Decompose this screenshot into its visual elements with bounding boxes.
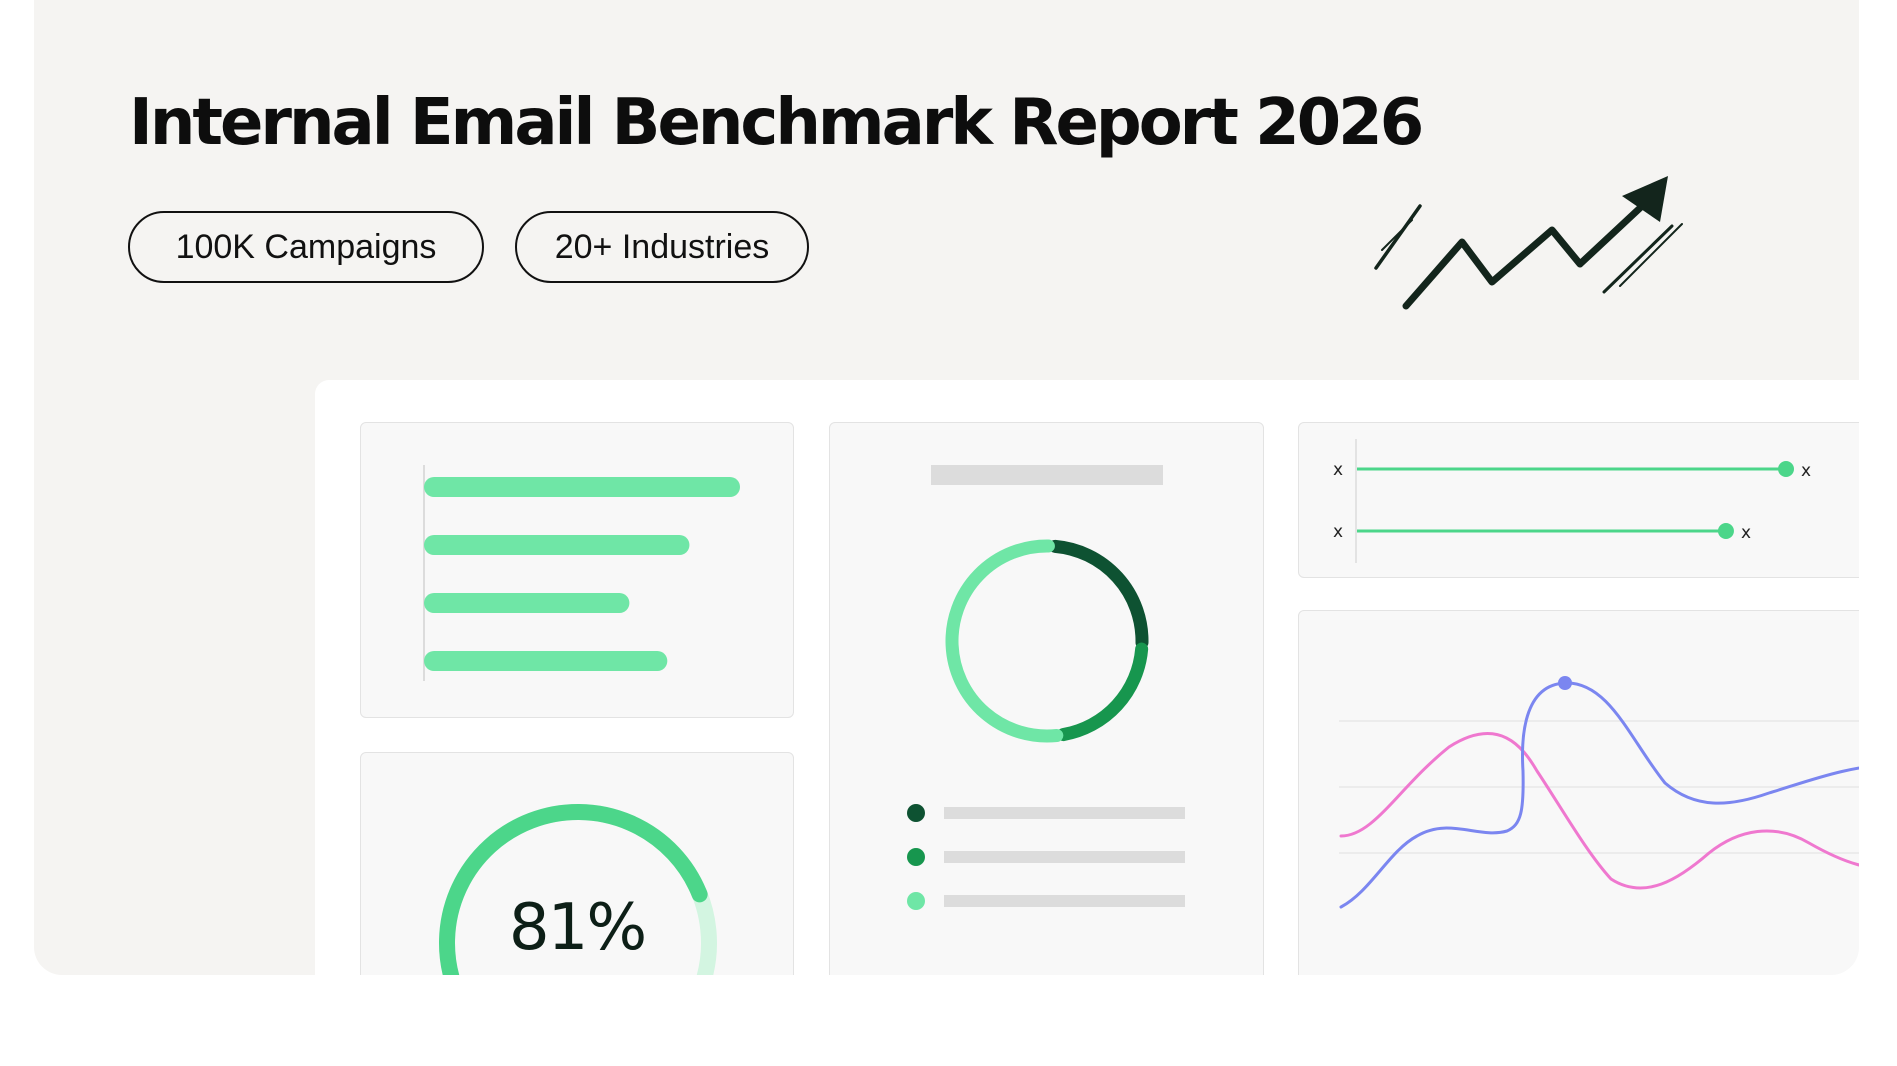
donut-chart [907,465,1185,910]
range-row-2-left-label: x [1333,522,1343,542]
bar[interactable] [424,651,668,671]
page-title: Internal Email Benchmark Report 2026 [129,86,1424,160]
industries-badge[interactable]: 20+ Industries [515,211,809,283]
gauge-fill [439,804,708,975]
legend-swatch [907,804,925,822]
legend-text-placeholder [944,807,1185,819]
card-title-placeholder [931,465,1163,485]
range-row-1-right-label: x [1801,461,1811,481]
legend-swatch [907,892,925,910]
range-row-1-left-label: x [1333,460,1343,480]
gauge-card: 81% [360,752,794,975]
line-chart [1339,676,1859,909]
line-chart-card [1298,610,1859,975]
legend-swatch [907,848,925,866]
range-card: x x x x [1298,422,1859,578]
dashboard-preview: 81% x x x x [315,380,1859,975]
hero-banner: Internal Email Benchmark Report 2026 100… [34,0,1859,975]
donut-segment[interactable] [1056,642,1149,742]
range-row-2-handle[interactable] [1717,523,1734,539]
donut-segment[interactable] [945,539,1064,743]
pink-series-line [1339,732,1859,890]
range-chart: x x x x [1333,439,1811,563]
bar[interactable] [424,593,630,613]
donut-chart-card [829,422,1264,975]
legend-text-placeholder [944,851,1185,863]
bar[interactable] [424,477,740,497]
range-row-2-right-label: x [1741,523,1751,543]
gauge-chart [439,804,717,975]
trend-arrow-icon [1374,176,1683,310]
bar-chart [423,465,740,681]
gauge-value: 81% [508,891,647,965]
blue-series-line [1339,681,1859,909]
campaigns-badge[interactable]: 100K Campaigns [128,211,484,283]
blue-series-marker[interactable] [1558,676,1572,690]
range-row-1-handle[interactable] [1778,461,1794,477]
bar-chart-card [360,422,794,718]
bar[interactable] [424,535,690,555]
donut-segment[interactable] [1048,539,1149,649]
legend-text-placeholder [944,895,1185,907]
